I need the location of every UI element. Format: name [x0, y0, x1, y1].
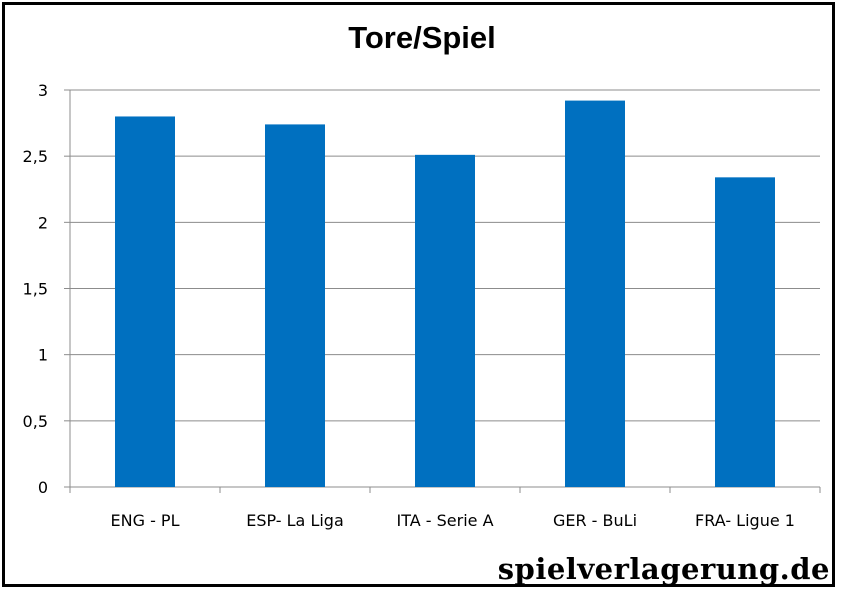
y-tick-label: 1,5	[23, 280, 48, 299]
chart-title: Tore/Spiel	[348, 20, 496, 55]
y-tick-label: 0,5	[23, 412, 48, 431]
y-tick-label: 2	[38, 213, 48, 232]
y-tick-label: 3	[38, 81, 48, 100]
bar	[565, 100, 625, 487]
bar	[265, 124, 325, 487]
bars	[115, 100, 775, 488]
y-tick-labels: 0 0,5 1 1,5 2 2,5 3	[23, 81, 48, 497]
watermark-text: spielverlagerung.de	[497, 552, 830, 586]
x-tick-label: ENG - PL	[111, 511, 180, 530]
bar	[715, 177, 775, 487]
bar	[115, 116, 175, 487]
x-tick-labels: ENG - PL ESP- La Liga ITA - Serie A GER - B…	[111, 511, 795, 530]
x-tick-label: ESP- La Liga	[246, 511, 344, 530]
y-tick-label: 1	[38, 346, 48, 365]
x-tick-label: FRA- Ligue 1	[695, 511, 795, 530]
x-tick-label: ITA - Serie A	[396, 511, 493, 530]
bar	[415, 154, 475, 488]
y-tick-label: 0	[38, 478, 48, 497]
y-tick-label: 2,5	[23, 147, 48, 166]
x-tick-label: GER - BuLi	[553, 511, 637, 530]
